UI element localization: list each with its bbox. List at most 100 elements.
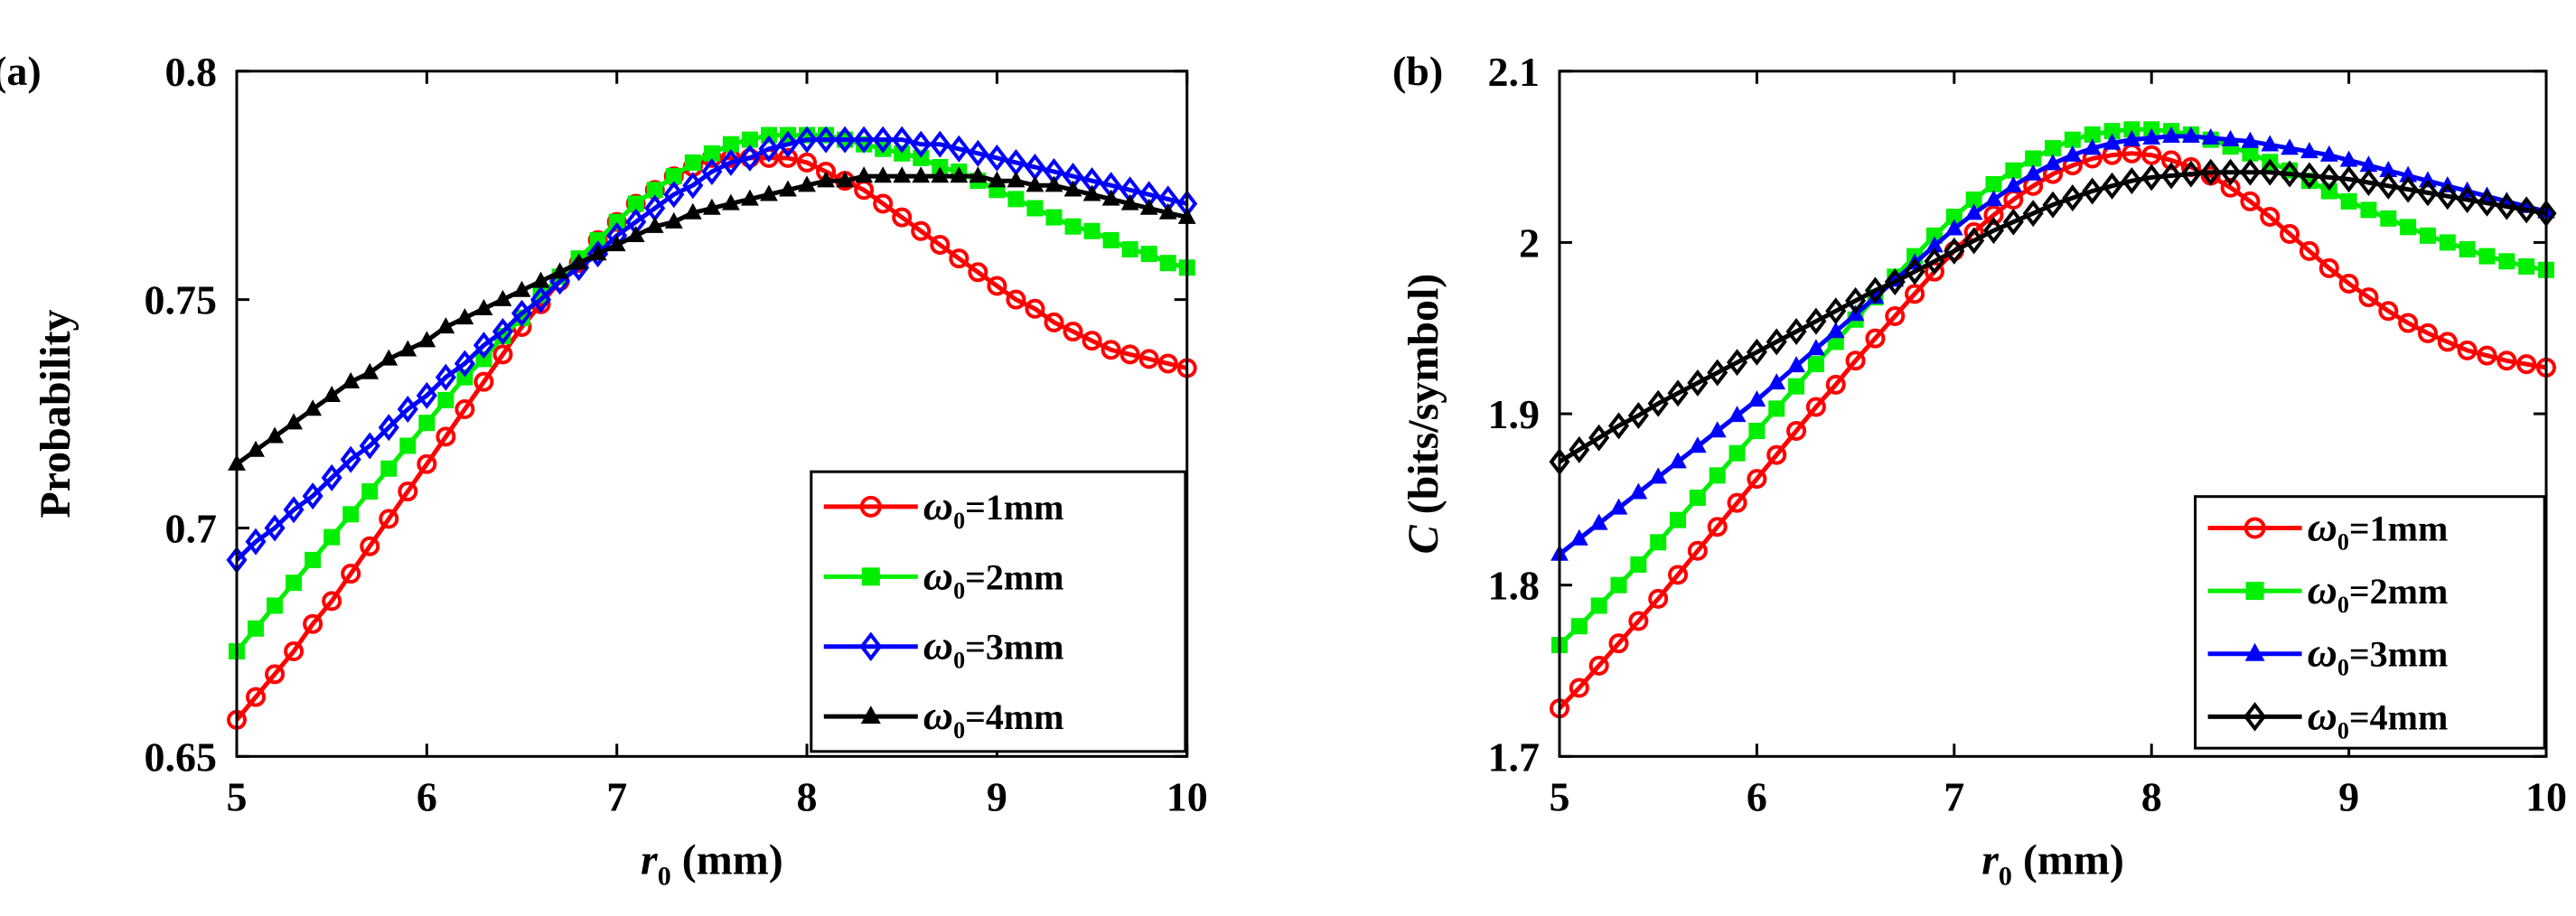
axes-box (235, 70, 1189, 758)
data-point (1864, 276, 1886, 304)
data-point (2299, 240, 2319, 261)
data-point (682, 172, 704, 200)
data-point (1944, 219, 1963, 236)
data-point (1708, 421, 1727, 438)
data-point (2318, 164, 2340, 192)
data-point (2457, 186, 2478, 213)
data-point (2180, 160, 2202, 188)
data-point (2279, 160, 2300, 188)
data-point (663, 181, 685, 209)
data-point (1007, 171, 1026, 188)
legend-label-symbol: ω (2308, 503, 2337, 549)
legend-label: ω0=4mm (2308, 692, 2449, 743)
data-point (1064, 218, 1082, 235)
data-point (379, 509, 399, 529)
data-point (1687, 369, 1709, 397)
data-point (948, 135, 970, 163)
data-point (703, 145, 720, 162)
data-point (1159, 255, 1176, 272)
data-point (2005, 162, 2022, 179)
data-point (986, 144, 1007, 172)
data-point (1707, 517, 1728, 537)
data-point (2141, 145, 2162, 165)
data-point (475, 351, 492, 368)
data-point (246, 687, 267, 707)
legend-entry: ω0=1mm (823, 482, 1064, 534)
data-point (872, 126, 894, 154)
legend-label-sub: 0 (2337, 655, 2349, 681)
data-point (1063, 180, 1082, 197)
data-point (1904, 257, 1925, 285)
legend-label-sub: 0 (953, 648, 965, 674)
data-point (435, 363, 456, 391)
data-point (912, 166, 931, 183)
data-point (2437, 182, 2459, 210)
x-axis-label: r0 (mm) (641, 836, 783, 891)
data-point (323, 528, 341, 546)
data-point (988, 171, 1007, 188)
data-point (286, 575, 303, 592)
data-point (1768, 400, 1785, 417)
data-point (1649, 467, 1668, 484)
data-point (1944, 237, 1965, 265)
data-point (967, 139, 988, 167)
legend-label-rest: =3mm (965, 627, 1063, 668)
data-point (513, 309, 530, 326)
y-tick-label: 0.65 (145, 734, 218, 780)
data-point (608, 213, 625, 230)
data-point (2102, 172, 2123, 200)
data-point (1982, 217, 2005, 245)
legend-marker (861, 567, 880, 586)
x-tick-label: 7 (1944, 773, 1964, 819)
data-point (361, 362, 379, 379)
data-point (418, 415, 436, 432)
data-point (2142, 127, 2161, 145)
legend-label-sub: 0 (2337, 717, 2349, 743)
data-point (1984, 190, 2003, 207)
data-point (1158, 202, 1177, 220)
data-point (1807, 339, 1825, 356)
data-point (2477, 345, 2497, 366)
data-point (1985, 175, 2002, 192)
data-point (741, 189, 759, 206)
data-point (417, 331, 436, 348)
y-tick-label: 0.75 (145, 277, 218, 323)
data-point (322, 591, 342, 612)
data-point (304, 399, 323, 416)
data-point (456, 369, 473, 386)
data-point (1787, 356, 1805, 373)
data-point (531, 271, 550, 288)
series-line (1558, 134, 2547, 556)
data-point (323, 386, 342, 403)
legend-label-sub: 0 (953, 508, 965, 534)
data-point (248, 620, 265, 637)
legend-entry: ω0=3mm (2207, 630, 2449, 681)
data-point (2478, 248, 2496, 265)
data-point (2459, 241, 2476, 258)
data-point (550, 262, 569, 279)
data-point (1647, 389, 1669, 417)
legend-label: ω0=3mm (2308, 630, 2449, 681)
x-tick-label: 6 (1747, 773, 1767, 819)
legend-entry: ω0=4mm (2207, 692, 2449, 743)
data-point (701, 158, 723, 186)
data-point (437, 391, 454, 408)
data-point (1866, 287, 1885, 304)
data-point (2259, 158, 2281, 186)
data-point (1006, 289, 1026, 310)
x-axis-label-unit: (mm) (671, 836, 783, 883)
data-point (283, 496, 304, 524)
legend-entry: ω0=4mm (823, 692, 1064, 743)
data-point (817, 171, 835, 188)
data-point (1965, 192, 1982, 209)
data-point (1845, 351, 1866, 371)
data-point (1101, 189, 1120, 206)
data-point (454, 350, 475, 378)
data-point (2281, 138, 2299, 155)
data-point (1157, 353, 1178, 374)
data-point (2181, 126, 2200, 144)
data-point (2516, 354, 2537, 375)
